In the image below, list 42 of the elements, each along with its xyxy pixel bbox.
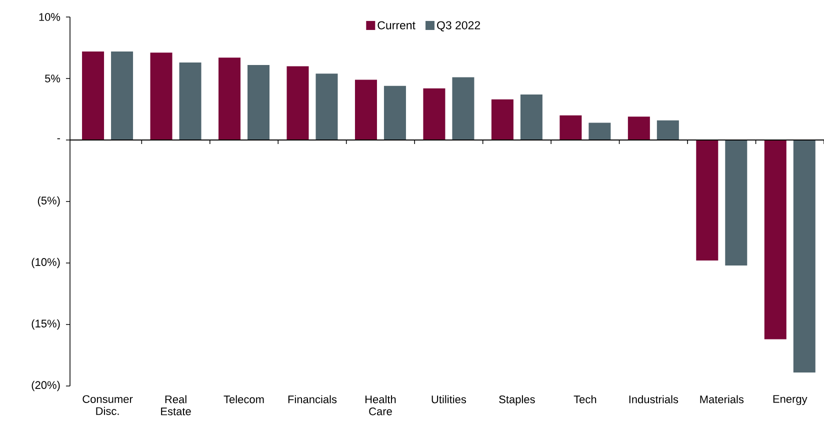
x-tick-label: Tech <box>574 395 596 404</box>
legend-label: Q3 2022 <box>437 21 480 32</box>
y-tick-label: (20%) <box>32 380 60 392</box>
y-tick-label: (15%) <box>32 319 60 330</box>
x-tick-label: Industrials <box>629 395 678 404</box>
bar <box>354 80 377 140</box>
bar <box>725 140 748 266</box>
y-tick-label: - <box>57 138 60 140</box>
bar <box>696 140 718 261</box>
x-tick-label: Energy <box>773 395 808 406</box>
x-tick-label: Consumer Disc. <box>82 395 133 415</box>
x-tick-label: Health Care <box>365 395 396 416</box>
x-tick-label: Staples <box>499 395 535 406</box>
y-tick-label: 10% <box>39 13 60 21</box>
bar <box>384 86 406 140</box>
bar <box>423 88 446 140</box>
bar <box>248 64 270 140</box>
bar <box>520 94 542 140</box>
x-tick-label: Financials <box>288 395 337 404</box>
bar <box>452 77 474 140</box>
bar <box>656 120 679 140</box>
bar <box>491 99 514 140</box>
x-tick-label: Real Estate <box>161 395 191 416</box>
bar <box>111 51 134 140</box>
bar <box>764 140 786 340</box>
y-tick-label: 5% <box>45 74 60 82</box>
bar <box>588 122 611 140</box>
y-tick-label: (5%) <box>38 196 60 207</box>
bar <box>628 116 650 140</box>
x-tick-label: Materials <box>700 395 744 404</box>
x-tick-label: Telecom <box>224 395 264 404</box>
bar <box>150 52 172 140</box>
bar <box>560 115 582 140</box>
bar <box>316 74 338 140</box>
x-tick-label: Utilities <box>432 395 466 404</box>
legend-label: Current <box>378 21 416 30</box>
bar <box>179 62 202 140</box>
bar <box>286 66 309 140</box>
y-tick-label: (10%) <box>32 258 60 268</box>
bar <box>82 51 104 140</box>
bar <box>218 58 241 140</box>
bar <box>793 140 816 372</box>
